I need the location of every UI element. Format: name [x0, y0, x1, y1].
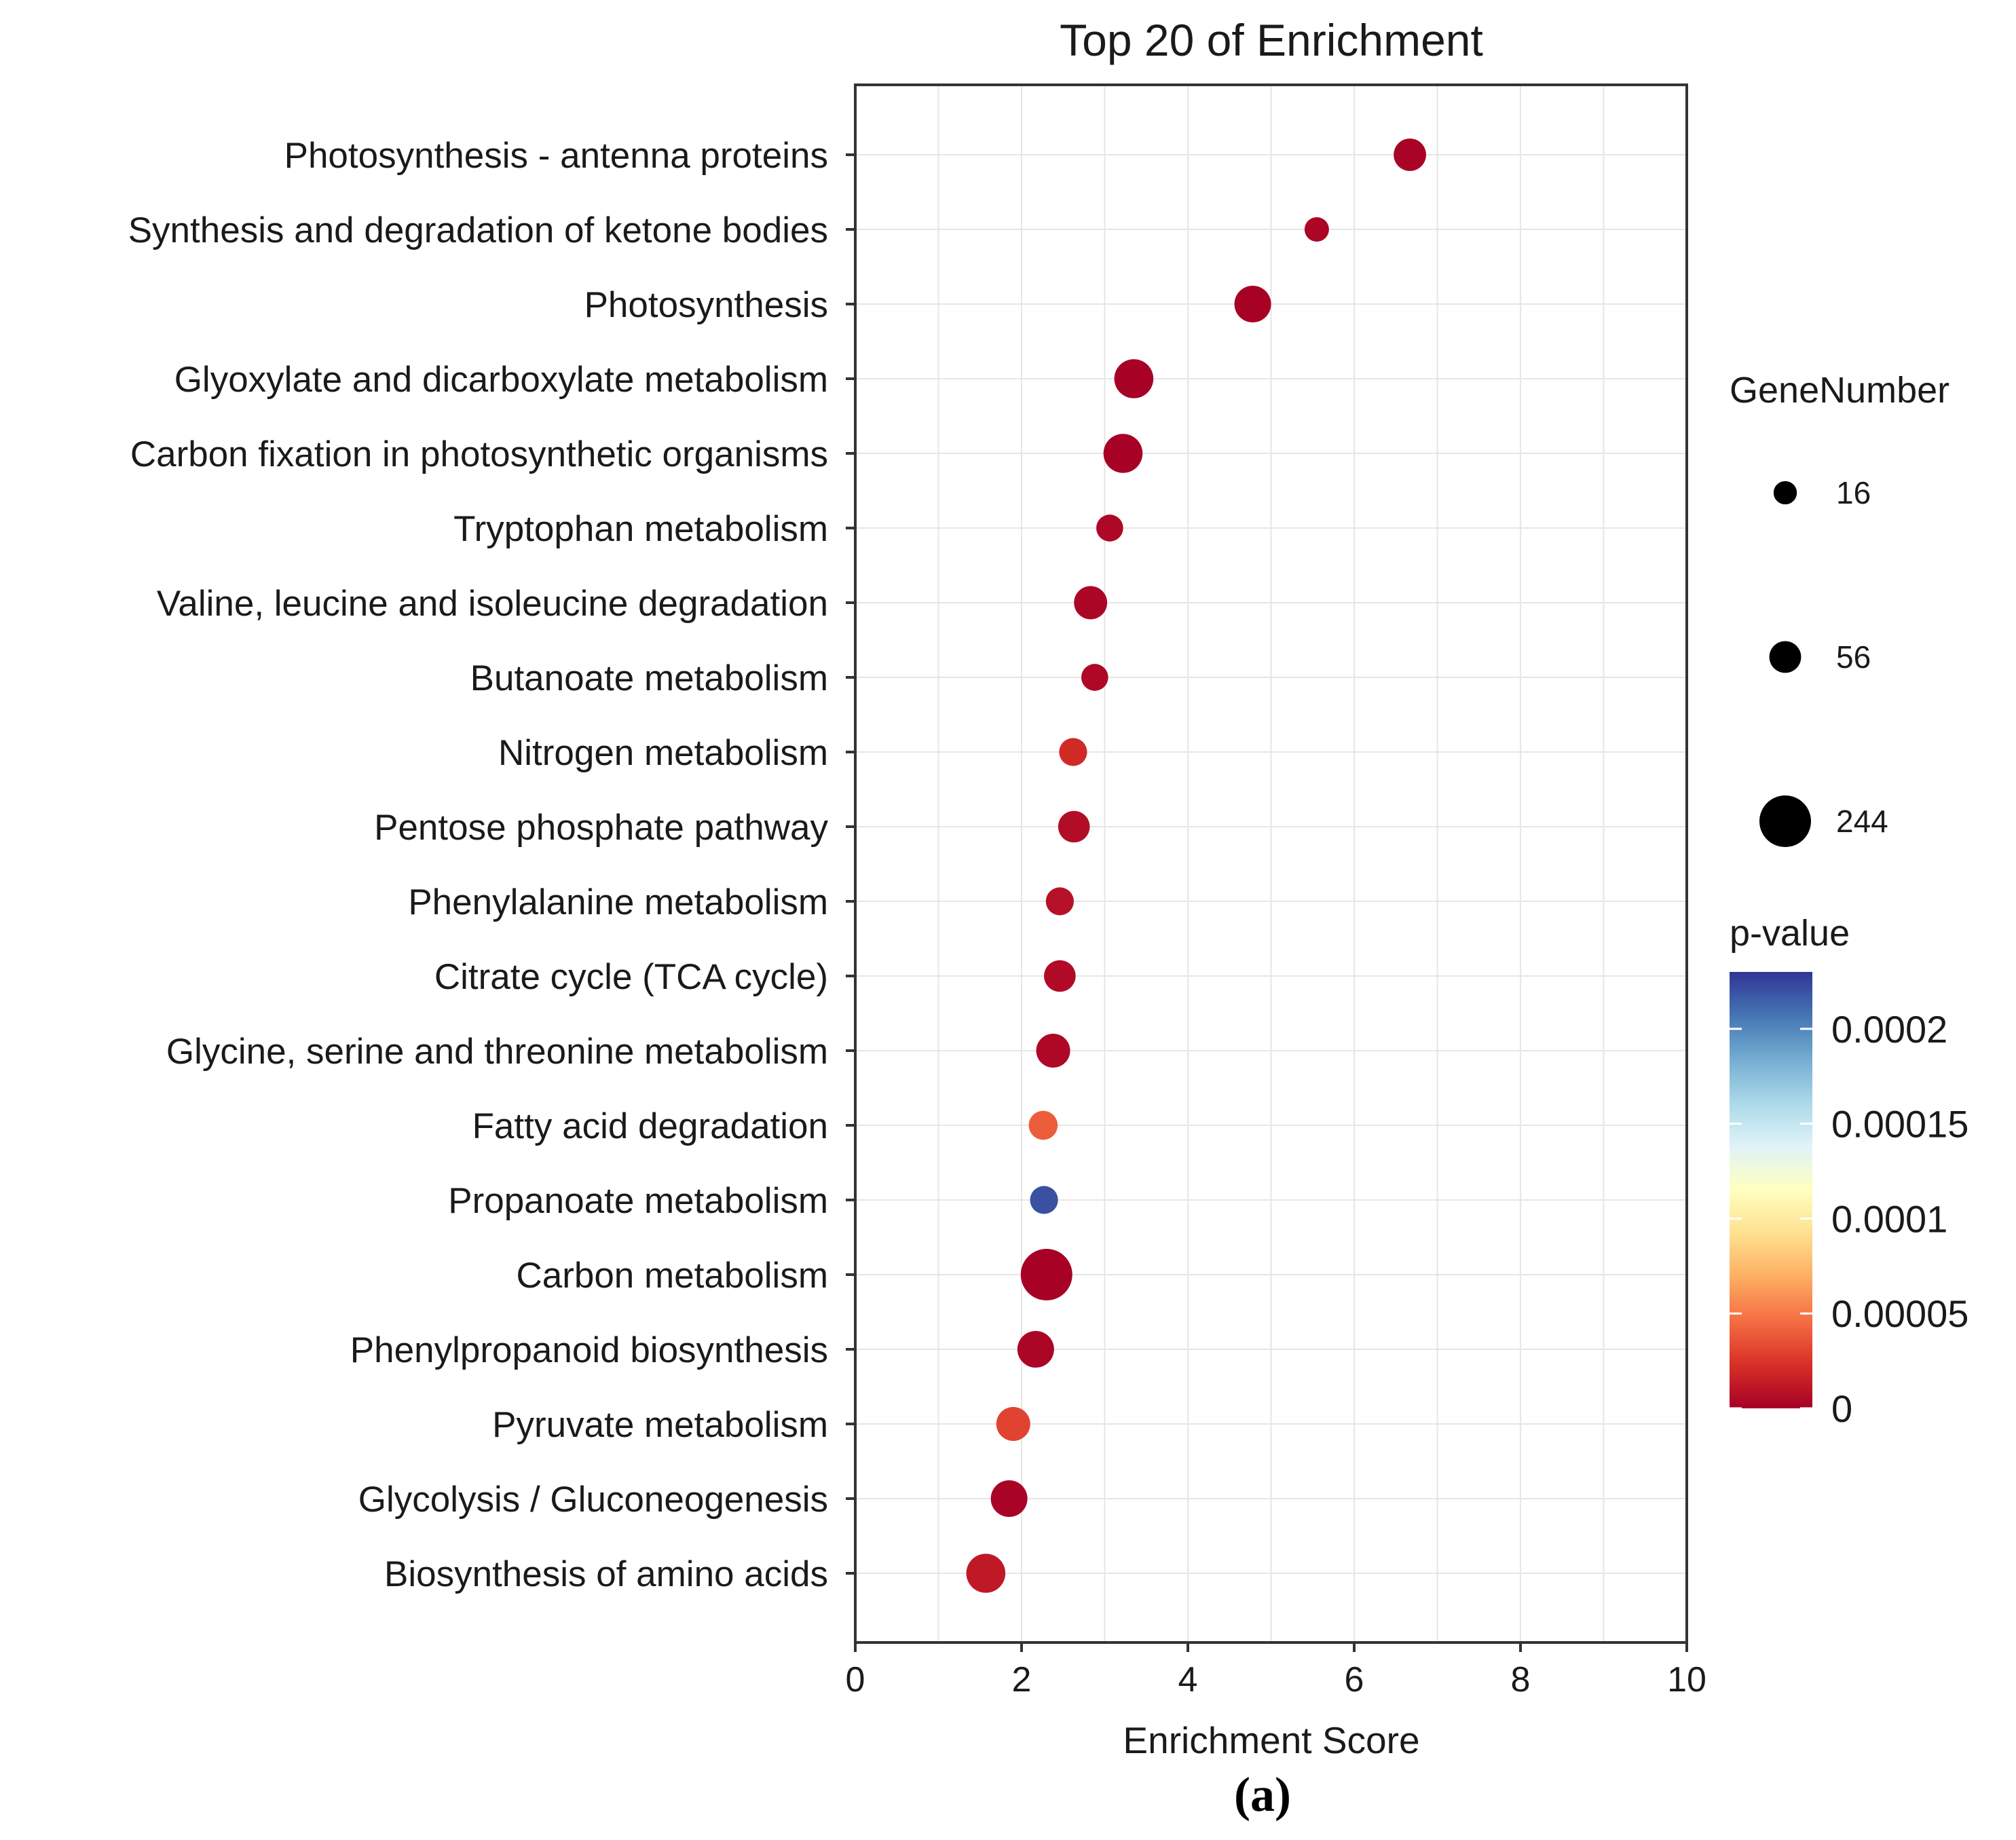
- colorbar-label: 0.0002: [1831, 1008, 1947, 1051]
- data-point: [966, 1554, 1006, 1593]
- grid-layer: [855, 85, 1687, 1642]
- data-point: [1114, 359, 1154, 398]
- data-point: [996, 1407, 1030, 1441]
- size-legend-label: 244: [1836, 804, 1888, 839]
- size-legend: GeneNumber 16 56 244: [1730, 370, 1949, 847]
- category-label: Nitrogen metabolism: [498, 733, 828, 773]
- category-label: Tryptophan metabolism: [453, 509, 828, 549]
- point-layer: [966, 138, 1426, 1593]
- x-tick-label: 8: [1511, 1660, 1531, 1700]
- colorbar-label: 0.00005: [1831, 1292, 1968, 1335]
- category-label: Propanoate metabolism: [448, 1181, 828, 1221]
- colorbar: [1730, 972, 1812, 1408]
- color-legend: p-value 0.0002 0.00015 0.0001 0.00005 0: [1730, 913, 1968, 1430]
- x-tick-label: 0: [846, 1660, 865, 1700]
- x-tick-label: 2: [1012, 1660, 1032, 1700]
- data-point: [990, 1480, 1028, 1518]
- data-point: [1394, 138, 1426, 171]
- color-legend-title: p-value: [1730, 913, 1850, 954]
- data-point: [1045, 887, 1074, 916]
- category-label: Valine, leucine and isoleucine degradati…: [157, 584, 828, 624]
- category-label: Glycine, serine and threonine metabolism: [166, 1032, 828, 1072]
- x-tick-label: 10: [1667, 1660, 1706, 1700]
- plot-frame: [854, 83, 1688, 1644]
- data-point: [1074, 586, 1108, 620]
- size-legend-dot: [1759, 795, 1811, 847]
- category-label: Biosynthesis of amino acids: [384, 1554, 828, 1594]
- category-label: Phenylalanine metabolism: [408, 882, 828, 922]
- size-legend-dot: [1769, 641, 1802, 673]
- data-point: [1234, 285, 1271, 323]
- data-point: [1028, 1110, 1058, 1140]
- data-point: [1059, 738, 1087, 766]
- data-point: [1096, 514, 1123, 542]
- panel-label: (a): [1234, 1767, 1291, 1822]
- category-label: Fatty acid degradation: [472, 1106, 828, 1146]
- data-point: [1017, 1330, 1054, 1368]
- category-label: Carbon fixation in photosynthetic organi…: [130, 434, 828, 474]
- data-point: [1030, 1186, 1058, 1214]
- x-tick-label: 6: [1345, 1660, 1364, 1700]
- category-label: Phenylpropanoid biosynthesis: [350, 1330, 828, 1370]
- y-axis: Photosynthesis - antenna proteins Synthes…: [128, 136, 855, 1594]
- x-axis-title: Enrichment Score: [1123, 1719, 1419, 1761]
- category-label: Photosynthesis - antenna proteins: [284, 136, 828, 176]
- category-label: Synthesis and degradation of ketone bodi…: [128, 210, 828, 250]
- data-point: [1103, 434, 1143, 473]
- category-label: Butanoate metabolism: [470, 658, 828, 698]
- category-label: Pentose phosphate pathway: [374, 808, 828, 848]
- data-point: [1044, 960, 1076, 992]
- category-label: Photosynthesis: [584, 285, 828, 325]
- data-point: [1081, 664, 1108, 691]
- colorbar-label: 0.0001: [1831, 1197, 1947, 1240]
- category-label: Glyoxylate and dicarboxylate metabolism: [174, 360, 828, 400]
- category-label: Citrate cycle (TCA cycle): [434, 957, 828, 997]
- data-point: [1058, 810, 1090, 843]
- size-legend-label: 56: [1836, 639, 1871, 675]
- colorbar-label: 0.00015: [1831, 1103, 1968, 1146]
- data-point: [1020, 1249, 1072, 1300]
- category-label: Carbon metabolism: [516, 1256, 828, 1296]
- category-label: Pyruvate metabolism: [492, 1405, 828, 1445]
- size-legend-title: GeneNumber: [1730, 370, 1949, 411]
- size-legend-label: 16: [1836, 475, 1871, 510]
- x-axis: 0 2 4 6 8 10: [846, 1642, 1706, 1700]
- x-tick-label: 4: [1178, 1660, 1198, 1700]
- data-point: [1304, 217, 1329, 242]
- colorbar-label: 0: [1831, 1387, 1852, 1430]
- chart-title: Top 20 of Enrichment: [1060, 15, 1483, 65]
- data-point: [1036, 1034, 1070, 1068]
- size-legend-dot: [1773, 481, 1797, 505]
- category-label: Glycolysis / Gluconeogenesis: [358, 1480, 828, 1520]
